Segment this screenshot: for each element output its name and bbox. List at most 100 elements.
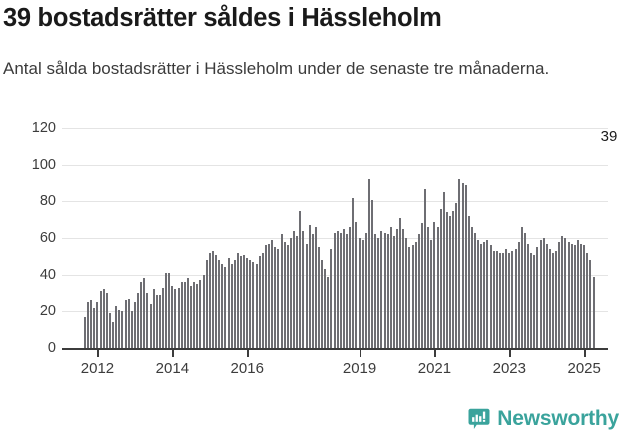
bar (364, 232, 367, 348)
bar (392, 236, 395, 348)
bar (523, 232, 526, 348)
bar (171, 285, 174, 348)
x-axis-tick (584, 350, 586, 357)
gridline (62, 201, 608, 203)
bar (333, 232, 336, 348)
bar (261, 252, 264, 348)
bar (236, 252, 239, 348)
y-axis-tick-label: 20 (39, 303, 56, 320)
bar (458, 179, 461, 348)
bar (299, 210, 302, 348)
x-axis-tick (509, 350, 511, 357)
bar (470, 227, 473, 348)
bar (118, 309, 121, 348)
x-axis-tick (172, 350, 174, 357)
bar (511, 250, 514, 348)
bar (243, 254, 246, 348)
bar (143, 278, 146, 348)
bar (380, 230, 383, 348)
bar (527, 243, 530, 348)
newsworthy-wordmark: Newsworthy (497, 407, 619, 430)
x-axis-baseline (62, 348, 608, 350)
bar (296, 236, 299, 348)
bar (230, 263, 233, 348)
bar (137, 293, 140, 348)
bar (342, 228, 345, 348)
bar (567, 241, 570, 348)
bar (289, 238, 292, 348)
bar (112, 322, 115, 348)
bar (430, 239, 433, 348)
bar (427, 227, 430, 348)
bar-chart-speech-bubble-icon (468, 408, 490, 430)
bar (149, 304, 152, 348)
bar (336, 230, 339, 348)
bar (108, 313, 111, 348)
bar (361, 239, 364, 348)
bar (271, 239, 274, 348)
bar (377, 238, 380, 348)
bar (140, 282, 143, 348)
bar (158, 294, 161, 348)
bar (539, 239, 542, 348)
bar (346, 234, 349, 348)
bar (545, 243, 548, 348)
bar (274, 247, 277, 348)
bar (589, 260, 592, 348)
bar (233, 260, 236, 348)
x-axis-tick (97, 350, 100, 357)
x-axis-tick-label: 2014 (155, 360, 190, 377)
bar (264, 245, 267, 348)
bar (183, 282, 186, 348)
bar (168, 272, 171, 348)
bar (152, 289, 155, 348)
bar (558, 241, 561, 348)
bar (124, 300, 127, 348)
bar (520, 227, 523, 348)
bar (202, 274, 205, 348)
bar (552, 252, 554, 348)
bar (573, 245, 576, 348)
bar (417, 234, 420, 348)
bar (84, 316, 86, 348)
bar (199, 280, 202, 348)
bar (339, 232, 342, 348)
bar (308, 225, 311, 348)
bar (561, 236, 564, 348)
bar (420, 223, 423, 348)
bar (467, 216, 470, 348)
bar (90, 300, 93, 348)
bar (349, 227, 352, 348)
bar (498, 252, 501, 348)
bar (436, 227, 439, 348)
bar (218, 260, 221, 348)
bar (286, 245, 289, 348)
bar (283, 241, 286, 348)
page-title: 39 bostadsrätter såldes i Hässleholm (3, 4, 442, 32)
x-axis-tick-label: 2023 (492, 360, 526, 377)
bar (367, 179, 370, 348)
bar (449, 216, 452, 348)
bar (180, 282, 183, 348)
bar (130, 311, 133, 348)
bar (252, 261, 255, 348)
bar (358, 238, 361, 348)
bar (146, 293, 149, 348)
x-axis-ticks (62, 350, 608, 359)
bar (536, 247, 539, 348)
bar (445, 212, 448, 348)
bar (477, 239, 480, 348)
highlight-annotation: 39 (600, 128, 618, 145)
page-subtitle: Antal sålda bostadsrätter i Hässleholm u… (3, 59, 550, 78)
bar (190, 285, 193, 348)
bar (102, 289, 105, 348)
bar (396, 228, 398, 348)
x-axis-tick (434, 350, 437, 357)
bar (258, 256, 261, 348)
newsworthy-logo[interactable]: Newsworthy (468, 407, 619, 431)
gridline (62, 128, 608, 129)
y-axis-tick-label: 80 (39, 193, 56, 210)
bar (433, 221, 436, 348)
y-axis-tick-label: 0 (47, 340, 56, 356)
